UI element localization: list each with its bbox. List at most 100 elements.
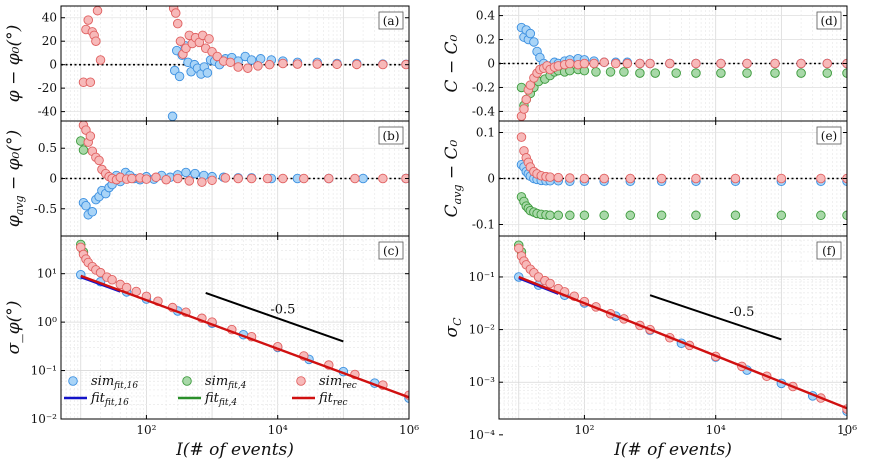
point-sim4 <box>671 68 681 78</box>
point-sim4 <box>822 68 832 78</box>
point-rec <box>292 59 303 69</box>
data-area <box>78 6 409 121</box>
x-tick-label: 10⁶ <box>399 423 419 437</box>
point-sim4 <box>635 68 645 78</box>
point-sim16 <box>358 173 368 184</box>
y-tick-label: -0.5 <box>34 202 57 216</box>
point-sim4 <box>78 145 89 155</box>
point-rec <box>553 172 564 183</box>
point-rec <box>579 58 590 69</box>
legend-label: fitfit,4 <box>204 391 237 408</box>
y-axis-label: σC <box>442 317 464 338</box>
point-rec <box>85 131 96 141</box>
point-rec <box>204 34 214 44</box>
point-sim16 <box>181 167 191 178</box>
point-rec <box>635 58 645 69</box>
point-rec <box>545 172 555 182</box>
panel-f: -0.5 10⁻¹ 10⁻² 10⁻³ 10⁻⁴ 10² 10⁴ 10⁶ (f) σC I(# of… <box>442 235 857 460</box>
point-rec <box>83 15 93 25</box>
point-sim4 <box>650 68 661 78</box>
point-sim4 <box>691 210 701 221</box>
point-rec <box>625 173 636 184</box>
y-tick-label: 0 <box>487 172 495 186</box>
panel-label: (b) <box>378 126 404 145</box>
y-tick-label: 10⁻² <box>469 323 496 337</box>
legend-label: fitfit,16 <box>90 391 129 408</box>
panel-label: (a) <box>378 11 404 30</box>
y-tick-label: 10⁻¹ <box>469 270 495 284</box>
point-sim16 <box>202 68 213 78</box>
legend-label: fitrec <box>318 391 348 408</box>
series-rec <box>516 57 847 121</box>
point-rec <box>770 58 780 69</box>
point-sim4 <box>716 68 726 78</box>
data-area <box>76 121 409 220</box>
point-rec <box>599 173 609 184</box>
y-tick-label: 0 <box>487 57 495 71</box>
point-sim16 <box>167 111 178 121</box>
point-sim4 <box>553 210 564 221</box>
point-rec <box>350 173 360 184</box>
point-rec <box>92 6 103 16</box>
panel-b: 0.5 0 -0.5 (b) φavg − φ₀(°) <box>4 120 410 237</box>
point-rec <box>730 173 741 184</box>
legend-label: simrec <box>319 374 357 391</box>
panel-label: (e) <box>816 126 842 145</box>
point-sim4 <box>656 210 667 221</box>
point-rec <box>243 63 253 73</box>
point-sim4 <box>770 68 780 78</box>
point-rec <box>565 173 575 183</box>
point-rec <box>378 173 388 184</box>
legend: simfit,16 simfit,4 simrec fitfit,16 fitfit,4… <box>64 374 357 408</box>
point-rec <box>519 104 529 114</box>
fit-line-fitrec <box>80 274 409 399</box>
panel-label-text: (d) <box>820 14 837 28</box>
y-tick-label: 0 <box>49 172 57 186</box>
point-rec <box>589 58 599 69</box>
point-rec <box>225 57 236 68</box>
y-axis-label: C − C₀ <box>442 34 462 92</box>
x-tick-label: 10⁴ <box>706 423 726 437</box>
point-rec <box>253 61 263 71</box>
point-rec <box>816 173 826 184</box>
point-sim4 <box>605 67 616 77</box>
y-tick-label: 0.4 <box>476 9 495 23</box>
point-rec <box>233 62 243 72</box>
y-tick-label: 10⁻³ <box>469 375 496 389</box>
point-rec <box>565 58 575 69</box>
point-rec <box>246 173 257 184</box>
point-rec <box>85 77 96 88</box>
panel-label-text: (f) <box>822 244 836 258</box>
point-rec <box>579 173 590 184</box>
x-tick-label: 10⁴ <box>268 423 288 437</box>
point-rec <box>312 59 322 69</box>
point-rec <box>622 58 633 69</box>
y-axis-label: φ − φ₀(°) <box>4 25 24 102</box>
point-sim4 <box>842 210 847 221</box>
panel-label-box <box>378 241 404 260</box>
panel-label-box <box>378 11 404 30</box>
point-sim16 <box>246 55 257 65</box>
panel-c: -0.5 10¹ 10⁰ 10⁻¹ 10⁻² 10² 10⁴ 10⁶ (c) σ_φ(°) I(# … <box>4 235 419 460</box>
legend-label: simfit,4 <box>205 374 247 391</box>
y-tick-label: 10⁻² <box>31 412 58 426</box>
legend-marker-rec <box>296 376 306 386</box>
series-rec <box>78 121 409 187</box>
point-sim4 <box>619 67 629 77</box>
point-rec <box>172 18 183 29</box>
slope-label: -0.5 <box>270 303 295 318</box>
slope-label: -0.5 <box>729 305 754 320</box>
point-rec <box>332 59 342 70</box>
point-rec <box>262 173 273 184</box>
y-tick-label: -40 <box>38 105 57 119</box>
point-sim4 <box>816 210 826 221</box>
point-rec <box>121 282 132 293</box>
point-rec <box>599 57 609 68</box>
point-rec <box>742 58 752 69</box>
point-sim16 <box>190 168 200 179</box>
point-rec <box>91 36 101 46</box>
y-tick-label: -20 <box>38 81 57 95</box>
series-rec <box>78 6 409 88</box>
grid <box>498 236 847 420</box>
y-tick-label: -0.4 <box>472 104 496 118</box>
